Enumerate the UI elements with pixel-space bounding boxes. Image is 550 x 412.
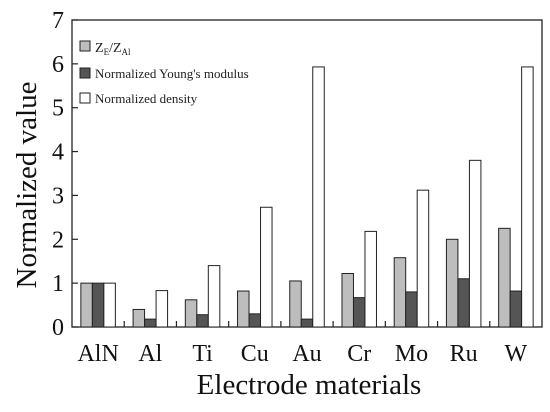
y-tick-label: 4	[52, 140, 64, 166]
bar-cr-series-2	[352, 297, 366, 328]
legend-sub-e: E	[104, 47, 110, 57]
bar-ti-series-1	[184, 299, 198, 328]
bar-w-series-2	[509, 290, 523, 328]
bar-w-series-3	[521, 66, 534, 328]
bar-al-series-2	[144, 318, 157, 328]
y-tick-label: 0	[52, 315, 64, 341]
bar-ru-series-3	[468, 159, 482, 328]
y-tick-label: 5	[52, 96, 64, 122]
bar-ti-series-3	[207, 265, 221, 328]
x-tick-label-aln: AlN	[77, 341, 118, 367]
plot-area: 0 1 2 3 4 5 6 7 AlN Al Ti Cu Au Cr Mo Ru W	[52, 8, 543, 367]
legend-swatch-density	[79, 92, 91, 104]
legend-slash-z: /Z	[109, 41, 121, 56]
bar-mo-series-1	[393, 257, 407, 328]
x-axis-label: Electrode materials	[197, 369, 422, 401]
x-axis: AlN Al Ti Cu Au Cr Mo Ru W	[77, 321, 528, 367]
x-tick-label-al: Al	[138, 341, 162, 367]
y-tick-label: 1	[52, 271, 64, 297]
y-axis-label: Normalized value	[11, 82, 43, 289]
y-tick-label: 6	[52, 52, 64, 78]
bar-mo-series-2	[405, 291, 418, 328]
y-tick-label: 2	[52, 227, 64, 253]
bar-ru-series-2	[457, 278, 470, 328]
legend-label-youngs-modulus: Normalized Young's modulus	[95, 66, 249, 81]
bars	[80, 66, 534, 328]
legend-label-density: Normalized density	[95, 91, 198, 106]
bar-al-series-1	[132, 308, 146, 328]
bar-al-series-3	[155, 290, 169, 328]
bar-ti-series-2	[196, 314, 209, 328]
bar-w-series-1	[498, 227, 511, 328]
bar-ru-series-1	[445, 238, 459, 328]
bar-cr-series-1	[341, 272, 354, 328]
bar-aln-series-2	[91, 282, 105, 328]
x-tick-label-ru: Ru	[450, 341, 478, 367]
legend-z: Z	[95, 41, 104, 56]
bar-mo-series-3	[416, 189, 430, 328]
y-tick-label: 7	[52, 8, 64, 34]
x-tick-label-cu: Cu	[241, 341, 269, 367]
bar-cu-series-3	[260, 206, 273, 328]
x-tick-label-au: Au	[292, 341, 321, 367]
bar-cr-series-3	[364, 230, 377, 328]
legend-sub-al: Al	[122, 47, 131, 57]
x-tick-label-w: W	[505, 341, 528, 367]
bar-cu-series-2	[248, 313, 262, 328]
bar-au-series-1	[289, 280, 302, 328]
x-tick-label-ti: Ti	[192, 341, 213, 367]
bar-cu-series-1	[237, 290, 250, 328]
bar-au-series-3	[312, 66, 325, 328]
y-tick-label: 3	[52, 183, 64, 209]
y-axis: 0 1 2 3 4 5 6 7	[52, 8, 78, 341]
x-tick-label-mo: Mo	[395, 341, 428, 367]
x-tick-label-cr: Cr	[347, 341, 371, 367]
bar-au-series-2	[300, 318, 314, 328]
legend: ZE/ZAl Normalized Young's modulus Normal…	[79, 40, 249, 106]
legend-swatch-youngs-modulus	[79, 67, 91, 79]
legend-label-ze-zal: ZE/ZAl	[95, 41, 131, 57]
bar-aln-series-1	[80, 282, 93, 328]
legend-swatch-ze-zal	[79, 40, 91, 52]
bar-aln-series-3	[103, 282, 116, 328]
